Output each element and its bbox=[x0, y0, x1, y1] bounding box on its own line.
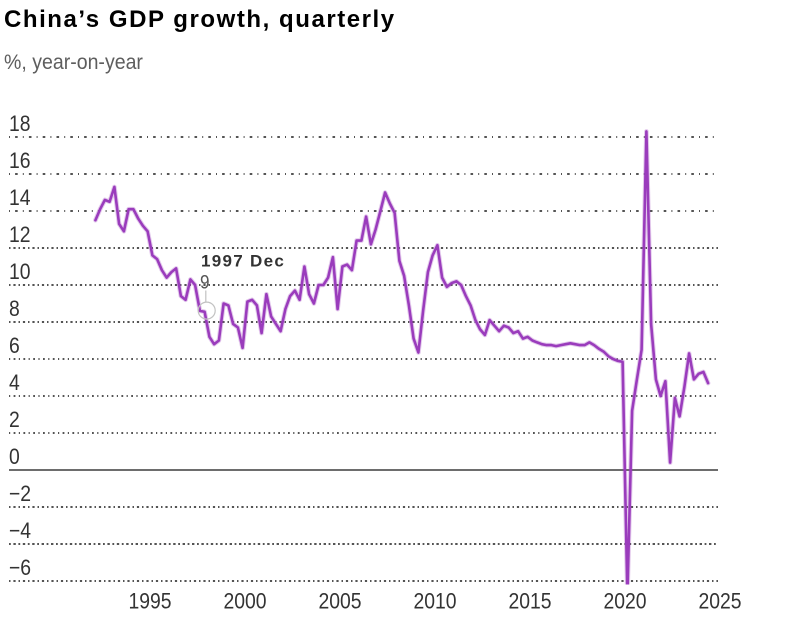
svg-text:2: 2 bbox=[9, 408, 20, 432]
svg-text:18: 18 bbox=[9, 112, 31, 136]
svg-text:−2: −2 bbox=[9, 482, 31, 506]
svg-text:−6: −6 bbox=[9, 556, 31, 580]
svg-text:2000: 2000 bbox=[223, 589, 266, 613]
svg-text:0: 0 bbox=[9, 445, 20, 469]
svg-text:2010: 2010 bbox=[413, 589, 456, 613]
svg-text:10: 10 bbox=[9, 260, 31, 284]
svg-text:8: 8 bbox=[9, 297, 20, 321]
svg-text:−4: −4 bbox=[9, 519, 31, 543]
svg-text:9: 9 bbox=[200, 272, 210, 293]
svg-text:12: 12 bbox=[9, 223, 31, 247]
svg-text:14: 14 bbox=[9, 186, 31, 210]
svg-text:2020: 2020 bbox=[603, 589, 646, 613]
svg-text:2025: 2025 bbox=[698, 589, 741, 613]
svg-text:2005: 2005 bbox=[318, 589, 361, 613]
svg-text:6: 6 bbox=[9, 334, 20, 358]
svg-text:16: 16 bbox=[9, 149, 31, 173]
svg-text:1997 Dec: 1997 Dec bbox=[201, 251, 285, 270]
svg-text:1995: 1995 bbox=[128, 589, 171, 613]
svg-text:2015: 2015 bbox=[508, 589, 551, 613]
svg-text:4: 4 bbox=[9, 371, 20, 395]
